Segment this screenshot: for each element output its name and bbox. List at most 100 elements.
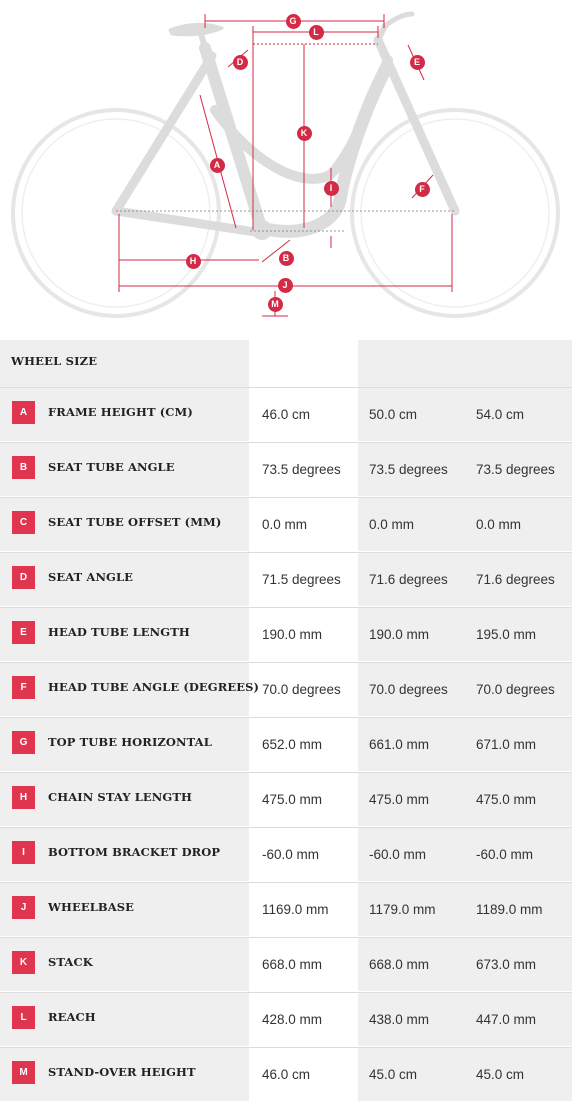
value-size-1: 190.0 mm	[262, 627, 323, 642]
table-row: K STACK 668.0 mm 668.0 mm 673.0 mm	[0, 937, 572, 991]
row-label-cell	[0, 442, 249, 496]
measurement-letter-badge: L	[12, 1006, 35, 1029]
row-size-1-cell	[251, 827, 356, 881]
row-size-1-cell	[251, 772, 356, 826]
table-header-size-1	[251, 340, 356, 387]
value-size-1: 668.0 mm	[262, 957, 323, 972]
value-size-3: 1189.0 mm	[476, 902, 543, 917]
value-size-2: 0.0 mm	[369, 517, 415, 532]
row-size-2-3-cell	[358, 552, 572, 606]
value-size-1: 73.5 degrees	[262, 462, 341, 477]
bike-frame-drawing	[11, 11, 560, 318]
value-size-1: 71.5 degrees	[262, 572, 341, 587]
value-size-3: 54.0 cm	[476, 407, 525, 422]
value-size-1: -60.0 mm	[262, 847, 320, 862]
row-label-cell	[0, 662, 249, 716]
value-size-2: 1179.0 mm	[369, 902, 436, 917]
value-size-1: 652.0 mm	[262, 737, 323, 752]
measurement-letter-badge: G	[12, 731, 35, 754]
bike-geometry-diagram: G L D E A K I F H B J M	[0, 0, 572, 340]
value-size-3: 195.0 mm	[476, 627, 537, 642]
table-row: H CHAIN STAY LENGTH 475.0 mm 475.0 mm 475.0 …	[0, 772, 572, 826]
row-size-2-3-cell	[358, 937, 572, 991]
row-divider	[0, 607, 572, 608]
row-divider	[0, 387, 572, 388]
row-size-1-cell	[251, 717, 356, 771]
diagram-label-b: B	[278, 250, 294, 266]
row-divider	[0, 772, 572, 773]
row-size-1-cell	[251, 552, 356, 606]
row-divider	[0, 1047, 572, 1048]
row-size-1-cell	[251, 442, 356, 496]
value-size-3: 71.6 degrees	[476, 572, 555, 587]
measurement-name: TOP TUBE HORIZONTAL	[48, 735, 212, 749]
row-size-2-3-cell	[358, 442, 572, 496]
row-size-2-3-cell	[358, 882, 572, 936]
diagram-label-d: D	[232, 54, 248, 70]
row-size-1-cell	[251, 1047, 356, 1101]
table-row: I BOTTOM BRACKET DROP -60.0 mm -60.0 mm -60.…	[0, 827, 572, 881]
row-size-2-3-cell	[358, 387, 572, 441]
row-size-1-cell	[251, 387, 356, 441]
measurement-letter-badge: K	[12, 951, 35, 974]
diagram-label-l: L	[308, 24, 324, 40]
row-size-2-3-cell	[358, 992, 572, 1046]
value-size-1: 428.0 mm	[262, 1012, 323, 1027]
geometry-table: WHEEL SIZE A FRAME HEIGHT (CM) 46.0 cm 50.0…	[0, 340, 572, 1101]
diagram-label-e: E	[409, 54, 425, 70]
measurement-name: FRAME HEIGHT (CM)	[48, 405, 193, 419]
diagram-label-m: M	[267, 296, 283, 312]
table-row: G TOP TUBE HORIZONTAL 652.0 mm 661.0 mm 671.…	[0, 717, 572, 771]
measurement-name: HEAD TUBE ANGLE (DEGREES)	[48, 680, 260, 694]
measurement-letter-badge: A	[12, 401, 35, 424]
diagram-label-g: G	[285, 13, 301, 29]
diagram-label-a: A	[209, 157, 225, 173]
front-wheel	[350, 108, 560, 318]
table-row: J WHEELBASE 1169.0 mm 1179.0 mm 1189.0 mm	[0, 882, 572, 936]
table-row: L REACH 428.0 mm 438.0 mm 447.0 mm	[0, 992, 572, 1046]
value-size-1: 0.0 mm	[262, 517, 308, 532]
row-divider	[0, 882, 572, 883]
measurement-name: HEAD TUBE LENGTH	[48, 625, 190, 639]
value-size-3: -60.0 mm	[476, 847, 534, 862]
measurement-name: SEAT TUBE OFFSET (MM)	[48, 515, 222, 529]
measurement-name: SEAT ANGLE	[48, 570, 134, 584]
row-label-cell	[0, 552, 249, 606]
value-size-3: 673.0 mm	[476, 957, 537, 972]
value-size-3: 45.0 cm	[476, 1067, 525, 1082]
row-size-2-3-cell	[358, 1047, 572, 1101]
row-size-2-3-cell	[358, 827, 572, 881]
diagram-label-k: K	[296, 125, 312, 141]
measurement-name: REACH	[48, 1010, 96, 1024]
value-size-1: 70.0 degrees	[262, 682, 341, 697]
measurement-name: STAND-OVER HEIGHT	[48, 1065, 196, 1079]
value-size-3: 671.0 mm	[476, 737, 537, 752]
row-size-1-cell	[251, 497, 356, 551]
measurement-letter-badge: C	[12, 511, 35, 534]
value-size-2: 190.0 mm	[369, 627, 430, 642]
front-rim	[360, 118, 550, 308]
row-size-1-cell	[251, 607, 356, 661]
row-label-cell	[0, 992, 249, 1046]
diagram-label-j: J	[277, 277, 293, 293]
reference-lines	[116, 210, 455, 232]
value-size-2: 45.0 cm	[369, 1067, 418, 1082]
value-size-2: 475.0 mm	[369, 792, 430, 807]
row-label-cell	[0, 882, 249, 936]
value-size-3: 73.5 degrees	[476, 462, 555, 477]
value-size-1: 46.0 cm	[262, 407, 311, 422]
diagram-label-h: H	[185, 253, 201, 269]
measurement-name: WHEELBASE	[48, 900, 135, 914]
measurement-name: CHAIN STAY LENGTH	[48, 790, 192, 804]
measurement-name: STACK	[48, 955, 93, 969]
row-divider	[0, 552, 572, 553]
table-row: F HEAD TUBE ANGLE (DEGREES) 70.0 degrees 70…	[0, 662, 572, 716]
value-size-3: 447.0 mm	[476, 1012, 537, 1027]
measurement-letter-badge: D	[12, 566, 35, 589]
row-label-cell	[0, 1047, 249, 1101]
row-label-cell	[0, 937, 249, 991]
table-row: E HEAD TUBE LENGTH 190.0 mm 190.0 mm 195.0 m…	[0, 607, 572, 661]
measurement-name: BOTTOM BRACKET DROP	[48, 845, 221, 859]
row-divider	[0, 497, 572, 498]
row-size-2-3-cell	[358, 607, 572, 661]
